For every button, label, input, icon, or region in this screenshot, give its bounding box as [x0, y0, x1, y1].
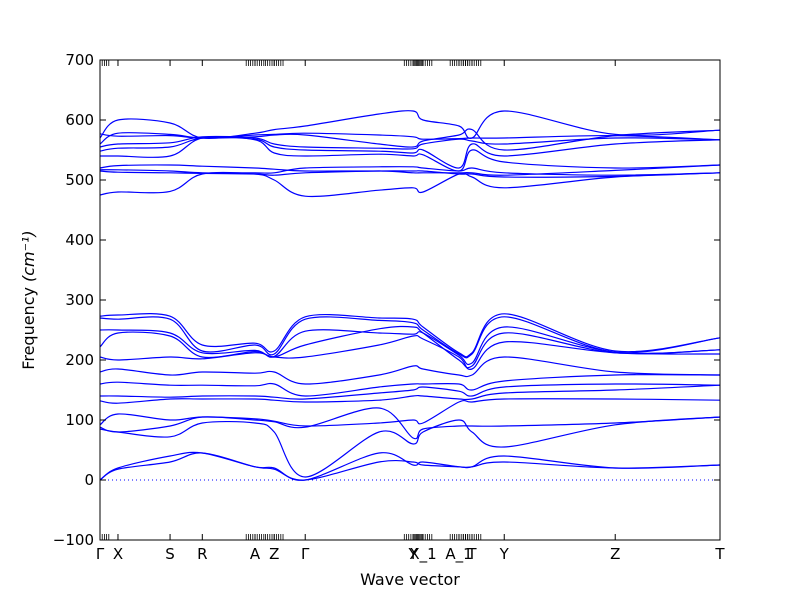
plot-area	[100, 110, 720, 481]
band-20	[100, 398, 720, 427]
x-tick-label: R	[197, 545, 207, 563]
band-19	[100, 384, 720, 404]
band-11	[100, 313, 720, 358]
y-tick-label: 300	[65, 291, 94, 309]
y-axis-label-text: Frequency	[19, 287, 38, 370]
y-axis-ticks: −100 0 100 200 300 400 500 600 700	[53, 51, 720, 549]
band-3	[100, 128, 720, 151]
x-tick-label: Z	[610, 545, 620, 563]
x-tick-label: Y	[408, 545, 419, 563]
band-6	[100, 136, 720, 172]
y-tick-label: 100	[65, 411, 94, 429]
band-8	[100, 166, 720, 176]
y-tick-label: 500	[65, 171, 94, 189]
x-tick-label: Γ	[301, 545, 310, 563]
band-1	[100, 132, 720, 141]
band-4	[100, 135, 720, 150]
y-tick-label: −100	[53, 531, 94, 549]
band-23	[100, 451, 720, 481]
band-5	[100, 136, 720, 169]
band-2	[100, 110, 720, 139]
x-tick-label: X	[113, 545, 123, 563]
band-22	[100, 416, 720, 478]
x-tick-label: S	[165, 545, 175, 563]
x-tick-label: Z	[269, 545, 279, 563]
band-21	[100, 407, 720, 440]
band-14	[100, 325, 720, 369]
x-tick-label: X_1	[409, 545, 436, 564]
band-9	[100, 170, 720, 178]
y-axis-unit: (cm⁻¹)	[19, 230, 38, 282]
x-tick-label: T	[466, 545, 477, 563]
x-tick-label: A	[250, 545, 261, 563]
band-15	[100, 334, 720, 370]
band-12	[100, 316, 720, 359]
x-axis-ticks: Γ X S R A Z Γ YX_1 A_1T Y Z T	[96, 60, 725, 564]
y-axis-label: Frequency (cm⁻¹)	[19, 230, 38, 369]
y-tick-label: 0	[84, 471, 94, 489]
x-tick-label: Γ	[96, 545, 105, 563]
band-24	[100, 452, 720, 481]
band-16	[100, 356, 720, 385]
band-10	[100, 171, 720, 198]
band-17	[100, 373, 720, 397]
y-tick-label: 700	[65, 51, 94, 69]
y-tick-label: 200	[65, 351, 94, 369]
y-tick-label: 400	[65, 231, 94, 249]
x-tick-label: Y	[499, 545, 510, 563]
band-18	[100, 383, 720, 400]
x-tick-label: A_1	[445, 545, 472, 564]
y-tick-label: 600	[65, 111, 94, 129]
x-axis-label: Wave vector	[360, 570, 460, 589]
band-13	[100, 326, 720, 366]
x-tick-label: T	[714, 545, 725, 563]
